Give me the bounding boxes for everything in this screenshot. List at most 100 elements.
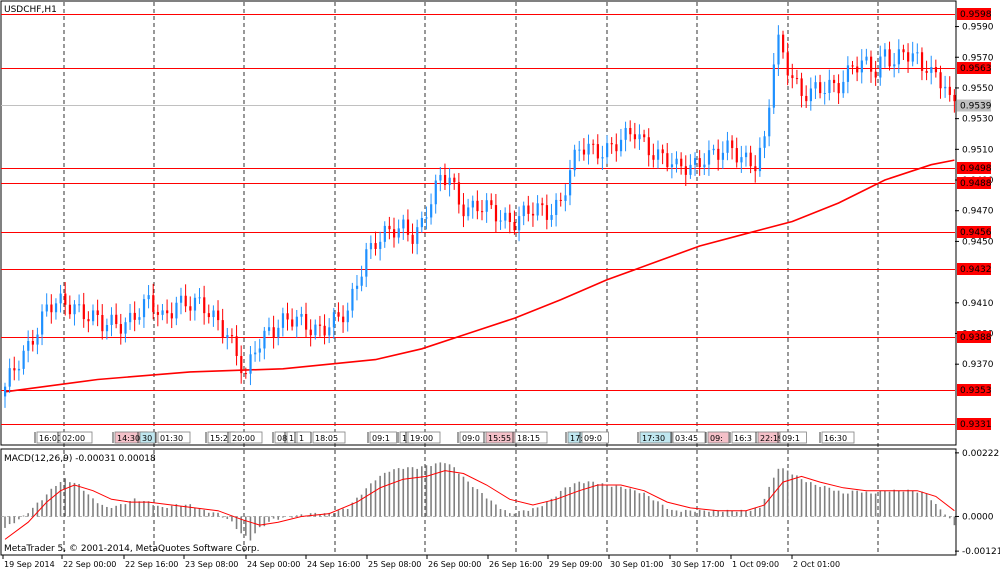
candle-body xyxy=(536,203,539,216)
candle-body xyxy=(189,306,192,311)
candle-body xyxy=(870,56,873,72)
candle-body xyxy=(476,200,479,212)
level-price-tag xyxy=(957,177,991,189)
time-axis-label: 30 Sep 17:00 xyxy=(671,560,724,569)
candle-body xyxy=(328,327,331,336)
candle-body xyxy=(930,67,933,73)
candle-body xyxy=(342,316,345,323)
candle-body xyxy=(513,221,516,231)
candle-body xyxy=(383,225,386,242)
candle-body xyxy=(129,312,132,323)
candle-body xyxy=(309,329,312,336)
candle-body xyxy=(726,140,729,153)
candle-body xyxy=(314,324,317,336)
level-price-tag-text: 0.9498 xyxy=(960,164,992,174)
candle-body xyxy=(54,303,58,313)
moving-average-line xyxy=(4,159,955,393)
candle-body xyxy=(684,166,687,175)
price-axis-label: 0.9450 xyxy=(962,237,994,247)
candle-body xyxy=(944,86,947,89)
candle-body xyxy=(332,312,336,328)
candle-body xyxy=(337,312,340,317)
candle-body xyxy=(721,152,725,160)
candle-body xyxy=(323,325,326,336)
candle-body xyxy=(59,293,62,304)
time-axis: 19 Sep 2014 22 Sep 00:00 22 Sep 16:00 23 Se… xyxy=(2,555,840,569)
candle-body xyxy=(212,310,215,318)
candle-body xyxy=(638,134,641,140)
candle-body xyxy=(777,34,780,65)
candle-body xyxy=(698,158,701,168)
candle-body xyxy=(860,60,863,73)
event-marker[interactable] xyxy=(639,431,673,444)
event-marker[interactable] xyxy=(672,431,706,444)
candle-body xyxy=(388,225,391,230)
candle-body xyxy=(138,317,141,320)
level-price-tag xyxy=(957,62,991,74)
symbol-title: USDCHF,H1 xyxy=(4,5,57,15)
event-marker-text: 16:3 xyxy=(734,434,752,443)
candle-body xyxy=(550,214,553,220)
macd-axis: 0.00222 0.0000 -0.00121 xyxy=(955,449,1000,557)
candle-body xyxy=(768,107,771,137)
event-marker[interactable] xyxy=(407,431,441,444)
candle-body xyxy=(27,340,30,351)
candle-body xyxy=(670,164,674,168)
candle-body xyxy=(629,127,632,135)
candle-body xyxy=(41,311,44,335)
candle-body xyxy=(50,304,53,313)
event-marker[interactable] xyxy=(821,431,855,444)
time-axis-label: 26 Sep 00:00 xyxy=(428,560,481,569)
candle-body xyxy=(101,314,104,332)
macd-pane-frame xyxy=(0,448,957,556)
candle-body xyxy=(888,49,891,67)
level-price-tag xyxy=(957,331,991,343)
event-marker[interactable] xyxy=(312,431,346,444)
event-marker[interactable] xyxy=(779,431,807,444)
event-marker[interactable] xyxy=(59,431,93,444)
candle-body xyxy=(300,313,303,317)
candle-body xyxy=(119,324,122,334)
candle-body xyxy=(393,229,396,238)
candle-body xyxy=(448,177,451,186)
candle-body xyxy=(166,310,169,314)
candle-body xyxy=(879,56,882,78)
event-marker[interactable] xyxy=(581,431,609,444)
candle-body xyxy=(522,205,525,217)
event-marker[interactable] xyxy=(707,431,730,444)
candle-body xyxy=(156,312,160,315)
candle-body xyxy=(735,148,738,163)
event-marker-text: 15:55 xyxy=(488,434,511,443)
macd-axis-label: -0.00121 xyxy=(962,547,1000,557)
candle-body xyxy=(471,200,474,208)
event-markers[interactable]: 16:00 02:00 14:30 30 01:30 15:2 20:00 08 1 1 18:05… xyxy=(34,431,855,444)
candle-body xyxy=(731,140,734,149)
candle-body xyxy=(175,302,178,319)
event-marker[interactable] xyxy=(229,431,263,444)
candle-body xyxy=(883,49,887,57)
level-price-tag-text: 0.9598 xyxy=(960,10,992,20)
candle-body xyxy=(939,72,942,89)
event-marker[interactable] xyxy=(139,431,156,444)
event-marker-text: 22:19 xyxy=(760,434,783,443)
candle-body xyxy=(763,136,766,148)
candle-body xyxy=(221,320,224,338)
candle-body xyxy=(379,241,382,249)
event-marker-text: 1 xyxy=(299,434,304,443)
event-marker-text: 20:00 xyxy=(232,434,255,443)
time-axis-label: 29 Sep 09:00 xyxy=(549,560,602,569)
event-marker-text: 09:0 xyxy=(462,434,480,443)
candle-body xyxy=(712,148,715,151)
candle-body xyxy=(601,157,604,159)
candle-body xyxy=(244,373,248,375)
candle-body xyxy=(545,205,549,220)
candle-body xyxy=(587,143,590,155)
event-marker[interactable] xyxy=(157,431,191,444)
event-marker[interactable] xyxy=(369,431,397,444)
event-marker-text: 03:45 xyxy=(675,434,698,443)
candle-body xyxy=(758,147,762,172)
event-marker-text: 02:00 xyxy=(62,434,85,443)
horizontal-levels[interactable] xyxy=(1,14,955,425)
event-marker[interactable] xyxy=(514,431,548,444)
